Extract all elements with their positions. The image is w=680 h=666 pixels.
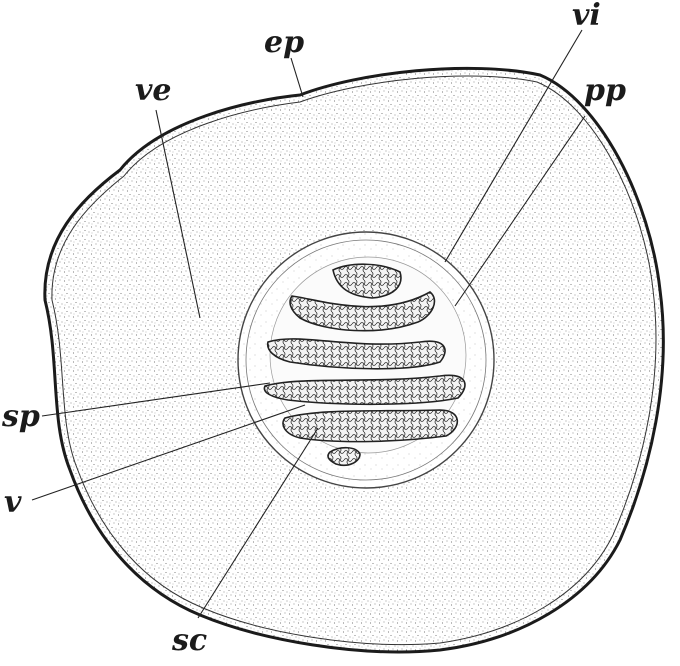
leader-vi [444, 29, 583, 263]
leader-ve [155, 109, 201, 319]
leader-sc [197, 427, 319, 619]
band-6 [327, 446, 361, 467]
leader-pp [454, 115, 586, 307]
band-1 [332, 263, 402, 299]
label-v: v [4, 485, 22, 520]
leader-ep [290, 57, 304, 98]
label-ep: ep [264, 25, 304, 60]
band-5 [282, 409, 459, 443]
leader-v [31, 404, 306, 501]
leader-lines [31, 29, 586, 619]
label-sc: sc [171, 623, 207, 658]
label-pp: pp [584, 73, 626, 108]
band-4 [263, 374, 466, 406]
label-ve: ve [135, 73, 172, 108]
label-sp: sp [1, 399, 40, 434]
leader-sp [41, 382, 271, 417]
vascular-bands [263, 263, 466, 467]
band-2 [289, 291, 436, 332]
label-vi: vi [572, 0, 601, 33]
central-ring-inner [245, 239, 487, 481]
epidermis-inner-line [51, 75, 657, 646]
band-3 [266, 338, 446, 370]
